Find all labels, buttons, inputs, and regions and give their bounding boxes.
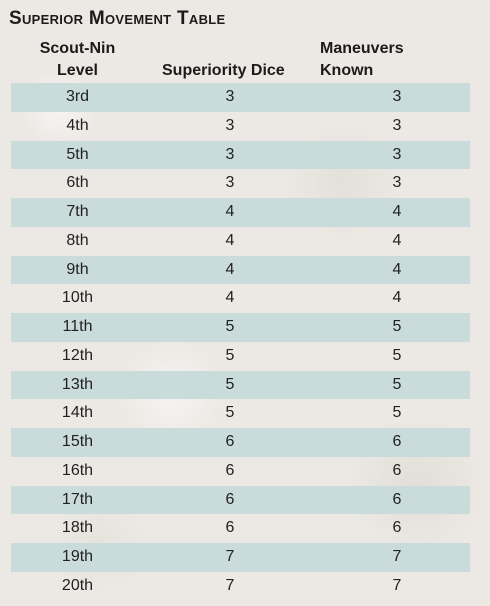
cell-superiority-dice: 7 — [225, 548, 235, 565]
table-row: 6th 3 3 — [11, 169, 470, 198]
table-row: 11th 5 5 — [11, 313, 470, 342]
cell-level: 10th — [61, 289, 94, 307]
cell-level: 20th — [61, 576, 94, 594]
cell-superiority-dice: 4 — [225, 203, 235, 220]
cell-superiority-dice: 5 — [225, 346, 235, 364]
cell-superiority-dice: 5 — [225, 375, 235, 393]
cell-maneuvers-known: 6 — [392, 461, 402, 479]
header-level: Scout-Nin Level — [11, 38, 144, 82]
cell-maneuvers-known: 4 — [392, 260, 402, 278]
table-row: 15th 6 6 — [11, 428, 470, 457]
cell-maneuvers-known: 4 — [392, 203, 402, 220]
cell-level: 14th — [61, 404, 94, 422]
cell-level: 6th — [66, 174, 89, 192]
cell-maneuvers-known: 3 — [392, 116, 402, 134]
cell-superiority-dice: 4 — [225, 231, 235, 249]
header-superiority-dice: Superiority Dice — [162, 62, 285, 79]
cell-level: 19th — [61, 548, 94, 565]
cell-level: 17th — [61, 490, 94, 508]
table-row: 5th 3 3 — [11, 140, 470, 170]
cell-superiority-dice: 4 — [225, 260, 235, 278]
table-row: 19th 7 7 — [11, 543, 470, 572]
table-row: 12th 5 5 — [11, 342, 470, 371]
cell-maneuvers-known: 4 — [392, 289, 402, 307]
cell-superiority-dice: 5 — [225, 318, 235, 335]
cell-level: 13th — [61, 375, 94, 393]
header-maneuvers-line1: Maneuvers — [320, 40, 404, 57]
cell-superiority-dice: 3 — [225, 116, 235, 134]
cell-maneuvers-known: 5 — [392, 375, 402, 393]
table-row: 18th 6 6 — [11, 514, 470, 543]
header-level-line1: Scout-Nin — [39, 40, 116, 57]
table-row: 16th 6 6 — [11, 457, 470, 486]
cell-level: 8th — [66, 231, 89, 249]
cell-superiority-dice: 3 — [225, 174, 235, 192]
cell-maneuvers-known: 6 — [392, 490, 402, 508]
header-maneuvers-line2: Known — [320, 62, 374, 79]
cell-superiority-dice: 4 — [225, 289, 235, 307]
cell-superiority-dice: 6 — [225, 433, 235, 450]
cell-level: 15th — [61, 433, 94, 450]
cell-maneuvers-known: 5 — [392, 346, 402, 364]
cell-level: 4th — [66, 116, 89, 134]
cell-maneuvers-known: 5 — [392, 318, 402, 335]
cell-level: 16th — [61, 461, 94, 479]
cell-level: 12th — [61, 346, 94, 364]
cell-superiority-dice: 6 — [225, 519, 235, 537]
table-header: Scout-Nin Level Superiority Dice Maneuve… — [11, 38, 470, 84]
cell-superiority-dice: 6 — [225, 490, 235, 508]
cell-superiority-dice: 6 — [225, 461, 235, 479]
table-row: 9th 4 4 — [11, 255, 470, 285]
table-title: Superior Movement Table — [9, 8, 226, 29]
cell-superiority-dice: 3 — [225, 145, 235, 163]
cell-maneuvers-known: 4 — [392, 231, 402, 249]
cell-maneuvers-known: 6 — [392, 519, 402, 537]
cell-superiority-dice: 3 — [225, 88, 235, 105]
cell-maneuvers-known: 3 — [392, 88, 402, 105]
cell-level: 11th — [62, 318, 93, 335]
header-level-line2: Level — [57, 62, 98, 79]
table-row: 3rd 3 3 — [11, 83, 470, 112]
cell-superiority-dice: 7 — [225, 576, 235, 594]
cell-maneuvers-known: 7 — [392, 548, 402, 565]
table-row: 20th 7 7 — [11, 572, 470, 601]
header-maneuvers-known: Maneuvers Known — [320, 38, 430, 82]
cell-maneuvers-known: 6 — [392, 433, 402, 450]
cell-maneuvers-known: 3 — [392, 174, 402, 192]
table-row: 14th 5 5 — [11, 399, 470, 428]
table-row: 7th 4 4 — [11, 198, 470, 227]
cell-level: 5th — [66, 145, 89, 163]
cell-maneuvers-known: 7 — [392, 576, 402, 594]
cell-maneuvers-known: 3 — [392, 145, 402, 163]
cell-maneuvers-known: 5 — [392, 404, 402, 422]
table-row: 10th 4 4 — [11, 284, 470, 313]
cell-level: 7th — [66, 203, 89, 220]
table-row: 13th 5 5 — [11, 370, 470, 400]
table-row: 4th 3 3 — [11, 112, 470, 141]
table-row: 17th 6 6 — [11, 485, 470, 515]
table-body: 3rd 3 3 4th 3 3 5th 3 3 6th 3 3 7th 4 4 8th 4 4 9th 4 4 10th 4… — [11, 83, 470, 601]
cell-superiority-dice: 5 — [225, 404, 235, 422]
table-row: 8th 4 4 — [11, 227, 470, 256]
cell-level: 3rd — [65, 88, 90, 105]
cell-level: 18th — [61, 519, 94, 537]
cell-level: 9th — [66, 260, 89, 278]
